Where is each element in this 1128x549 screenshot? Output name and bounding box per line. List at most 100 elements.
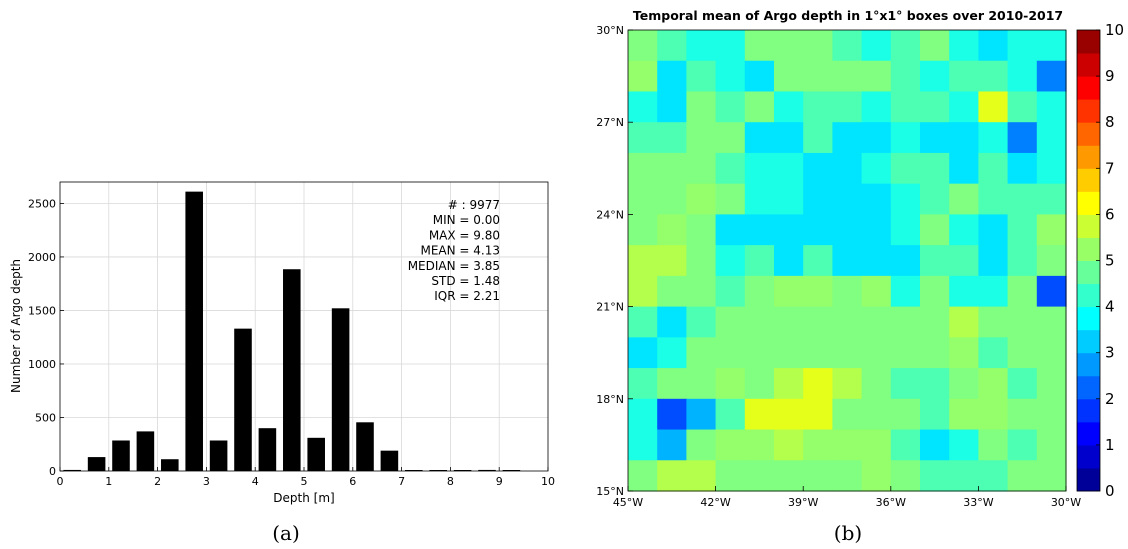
histogram-x-tick-label: 1 [105,475,112,488]
histogram-stat-line: # : 9977 [448,198,500,212]
histogram-bar [356,422,374,471]
heatmap-cell [715,122,746,154]
colorbar-segment [1077,168,1100,192]
heatmap-cell [978,398,1009,431]
histogram-x-tick-label: 4 [252,475,259,488]
heatmap-cell [686,30,717,62]
heatmap-cell [1007,368,1038,400]
heatmap-cell [803,429,833,461]
colorbar-segment [1077,30,1100,54]
heatmap-cell [920,245,950,277]
heatmap-cell [1036,30,1067,62]
heatmap-cell [803,337,833,369]
histogram-bar [405,470,423,471]
heatmap-cell [686,306,717,338]
colorbar-segment [1077,99,1100,123]
heatmap-cell [949,152,979,185]
heatmap-cell [628,306,658,338]
heatmap-cell [628,152,658,185]
heatmap-cell [920,152,950,185]
heatmap-cell [715,306,746,338]
heatmap-cell [861,30,892,62]
colorbar-segment [1077,306,1100,331]
heatmap-cell [890,152,921,185]
colorbar-segment [1077,444,1100,469]
heatmap-cell [657,398,687,431]
heatmap-cell [657,30,687,62]
heatmap-cell [978,368,1009,400]
heatmap-axes-box [627,29,1067,492]
heatmap-cell [832,306,863,338]
heatmap-cell [1007,91,1038,123]
heatmap-cell [657,122,687,154]
heatmap-cell [949,245,979,277]
heatmap-cell [628,275,658,308]
heatmap-cell [686,460,717,492]
heatmap-y-tick-label: 30°N [596,24,624,37]
heatmap-cell [657,275,687,308]
heatmap-cell [715,460,746,492]
heatmap-cell [1036,91,1067,123]
heatmap-cell [978,122,1009,154]
heatmap-cell [657,306,687,338]
heatmap-cell [1007,337,1038,369]
heatmap-cell [686,429,717,461]
heatmap-cell [774,183,804,215]
heatmap-cell [774,429,804,461]
heatmap-cell [744,398,775,431]
heatmap-cell [890,183,921,215]
heatmap-cell [832,30,863,62]
heatmap-cell [861,398,892,431]
heatmap-y-tick-label: 27°N [596,116,624,129]
histogram-x-tick-label: 8 [447,475,454,488]
heatmap-cell [628,60,658,93]
heatmap-cell [1007,245,1038,277]
heatmap-cell [949,183,979,215]
colorbar-segment [1077,122,1100,146]
histogram-stat-line: MEAN = 4.13 [420,244,500,258]
heatmap-panel: Temporal mean of Argo depth in 1°x1° box… [596,8,1124,545]
heatmap-cell [890,337,921,369]
heatmap-cell [1036,460,1067,492]
heatmap-cell [657,214,687,246]
heatmap-cell [1036,245,1067,277]
heatmap-cell [774,306,804,338]
histogram-y-tick-label: 2500 [28,197,56,210]
colorbar-tick-label: 5 [1105,252,1115,270]
heatmap-cell [686,214,717,246]
heatmap-cell [628,398,658,431]
colorbar-segment [1077,76,1100,100]
heatmap-cell [832,368,863,400]
heatmap-cell [715,398,746,431]
heatmap-cell [774,30,804,62]
colorbar-segment [1077,329,1100,354]
heatmap-cell [861,460,892,492]
heatmap-cell [628,183,658,215]
heatmap-cell [1007,460,1038,492]
colorbar-tick-label: 2 [1105,390,1115,408]
colorbar-segment [1077,283,1100,308]
heatmap-cell [832,398,863,431]
heatmap-cell [832,245,863,277]
heatmap-cell [890,30,921,62]
heatmap-cell [978,245,1009,277]
heatmap-cell [832,91,863,123]
heatmap-cell [744,152,775,185]
histogram-panel: 0 1 2 3 4 5 6 7 8 9 10 0 500 1000 1500 2000 2500 # : 997… [9,181,555,545]
heatmap-cell [774,460,804,492]
heatmap-x-tick-label: 30°W [1051,496,1081,509]
heatmap-cell [715,60,746,93]
heatmap-cell [774,245,804,277]
heatmap-cell [949,122,979,154]
heatmap-ticks: 45°W 42°W 39°W 36°W 33°W 30°W 15°N 18°N 21°N 24°N… [596,24,1081,509]
heatmap-cell [890,368,921,400]
heatmap-cell [920,60,950,93]
heatmap-cell [832,122,863,154]
heatmap-cell [774,214,804,246]
heatmap-cell [1007,429,1038,461]
heatmap-cell [920,91,950,123]
heatmap-cell [628,460,658,492]
heatmap-cell [1007,183,1038,215]
heatmap-cell [803,368,833,400]
heatmap-cell [861,429,892,461]
